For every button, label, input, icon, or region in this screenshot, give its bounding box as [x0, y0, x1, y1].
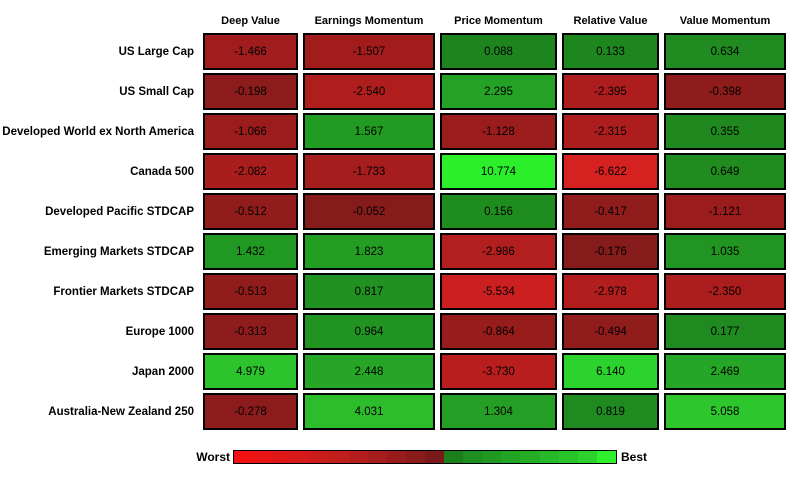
heatmap-cell: 1.035 [664, 233, 786, 270]
heatmap-cell: 0.817 [303, 273, 435, 310]
heatmap-cell: -0.398 [664, 73, 786, 110]
heatmap-cell: 1.304 [440, 393, 557, 430]
heatmap-cell: 4.979 [203, 353, 298, 390]
legend-worst-label: Worst [196, 450, 230, 464]
heatmap-cell: -0.313 [203, 313, 298, 350]
heatmap-cell: -1.121 [664, 193, 786, 230]
heatmap-cell: -0.417 [562, 193, 659, 230]
legend-gradient-segment [272, 451, 292, 463]
heatmap-cell: -0.278 [203, 393, 298, 430]
heatmap-cell: 0.088 [440, 33, 557, 70]
legend-gradient-segment [424, 451, 445, 463]
row-label-japan-2000: Japan 2000 [131, 365, 194, 378]
heatmap-cell: 0.156 [440, 193, 557, 230]
heatmap-cell: 1.823 [303, 233, 435, 270]
legend-gradient-segment [482, 451, 502, 463]
legend-gradient-segment [539, 451, 559, 463]
heatmap-cell: -2.315 [562, 113, 659, 150]
heatmap-cell: -2.082 [203, 153, 298, 190]
column-header-value-momentum: Value Momentum [679, 15, 771, 27]
row-label-us-large-cap: US Large Cap [118, 45, 194, 58]
heatmap-cell: -5.534 [440, 273, 557, 310]
heatmap-cell: 0.634 [664, 33, 786, 70]
legend-gradient-segment [386, 451, 406, 463]
legend-gradient-segment [596, 451, 616, 463]
legend-gradient-segment [253, 451, 273, 463]
heatmap-cell: -0.864 [440, 313, 557, 350]
row-label-emerging-markets-stdcap: Emerging Markets STDCAP [43, 245, 194, 258]
heatmap-cell: 4.031 [303, 393, 435, 430]
legend-gradient-segment [348, 451, 368, 463]
legend-gradient-bar [233, 450, 617, 464]
heatmap-cell: 2.448 [303, 353, 435, 390]
legend-gradient-segment [577, 451, 597, 463]
heatmap-cell: -2.350 [664, 273, 786, 310]
legend-gradient-segment [520, 451, 540, 463]
column-header-deep-value: Deep Value [221, 15, 280, 27]
heatmap-cell: -0.512 [203, 193, 298, 230]
legend-gradient-segment [501, 451, 521, 463]
heatmap-cell: 0.649 [664, 153, 786, 190]
color-scale-legend: Worst Best [0, 450, 647, 464]
heatmap-cell: 10.774 [440, 153, 557, 190]
heatmap-cell: -1.066 [203, 113, 298, 150]
heatmap-cell: -0.052 [303, 193, 435, 230]
heatmap-cell: -1.507 [303, 33, 435, 70]
heatmap-cell: -2.540 [303, 73, 435, 110]
heatmap-cell: 2.295 [440, 73, 557, 110]
legend-gradient-segment [558, 451, 578, 463]
row-label-canada-500: Canada 500 [130, 165, 194, 178]
heatmap-cell: 1.432 [203, 233, 298, 270]
heatmap-cell: -2.395 [562, 73, 659, 110]
heatmap-cell: 0.964 [303, 313, 435, 350]
heatmap-cell: 0.819 [562, 393, 659, 430]
column-header-earnings-momentum: Earnings Momentum [314, 15, 424, 27]
legend-gradient-segment [405, 451, 425, 463]
heatmap-cell: -1.466 [203, 33, 298, 70]
heatmap-cell: -1.733 [303, 153, 435, 190]
heatmap-grid: Deep Value Earnings Momentum Price Momentu… [0, 8, 786, 430]
heatmap-cell: -3.730 [440, 353, 557, 390]
heatmap-cell: -6.622 [562, 153, 659, 190]
row-label-us-small-cap: US Small Cap [119, 85, 194, 98]
corner-spacer [0, 8, 198, 30]
row-label-europe-1000: Europe 1000 [125, 325, 194, 338]
heatmap-cell: -0.198 [203, 73, 298, 110]
legend-best-label: Best [621, 450, 648, 464]
legend-gradient-segment [463, 451, 483, 463]
legend-gradient-segment [367, 451, 387, 463]
heatmap-cell: 0.177 [664, 313, 786, 350]
heatmap-cell: 6.140 [562, 353, 659, 390]
column-header-relative-value: Relative Value [573, 15, 648, 27]
legend-gradient-segment [310, 451, 330, 463]
column-header-price-momentum: Price Momentum [454, 15, 543, 27]
heatmap-cell: 1.567 [303, 113, 435, 150]
heatmap-cell: -0.176 [562, 233, 659, 270]
legend-gradient-segment [329, 451, 349, 463]
heatmap-cell: 0.133 [562, 33, 659, 70]
row-label-frontier-markets-stdcap: Frontier Markets STDCAP [53, 285, 194, 298]
legend-gradient-segment [234, 451, 254, 463]
legend-gradient-segment [444, 451, 464, 463]
heatmap-cell: -1.128 [440, 113, 557, 150]
row-label-developed-pacific-stdcap: Developed Pacific STDCAP [45, 205, 194, 218]
heatmap-cell: -2.978 [562, 273, 659, 310]
heatmap-cell: 5.058 [664, 393, 786, 430]
heatmap-cell: -0.513 [203, 273, 298, 310]
heatmap-cell: 0.355 [664, 113, 786, 150]
heatmap-cell: -0.494 [562, 313, 659, 350]
heatmap-cell: 2.469 [664, 353, 786, 390]
row-label-developed-world-ex-north-america: Developed World ex North America [2, 125, 194, 138]
legend-gradient-segment [291, 451, 311, 463]
row-label-australia-new-zealand-250: Australia-New Zealand 250 [48, 405, 194, 418]
heatmap-cell: -2.986 [440, 233, 557, 270]
